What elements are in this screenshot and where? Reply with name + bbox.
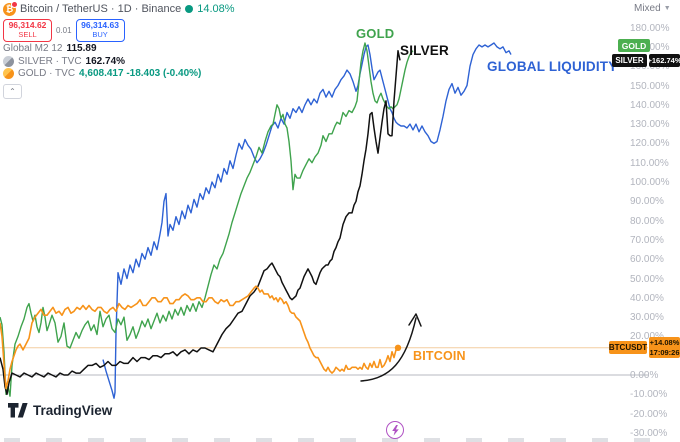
silver-series-label: SILVER: [400, 43, 449, 58]
price-scale-tick: 70.00%: [630, 234, 664, 246]
price-scale-tick: 60.00%: [630, 254, 664, 266]
indicator-value: 162.74%: [85, 55, 126, 67]
price-scale-tick: 140.00%: [630, 99, 670, 111]
series-line-global-liquidity: [102, 42, 512, 399]
price-scale-tick: 80.00%: [630, 215, 664, 227]
series-line-silver: [0, 50, 401, 396]
price-scale-tick: 90.00%: [630, 196, 664, 208]
series-line-bitcoin: [0, 285, 399, 390]
price-scale-tick: 50.00%: [630, 273, 664, 285]
trend-arrow: [360, 313, 422, 382]
market-status-icon: [185, 5, 194, 13]
buy-price: 96,314.63: [81, 20, 119, 31]
tradingview-logo[interactable]: TradingView: [8, 403, 112, 418]
symbol-title: Bitcoin / TetherUS · 1D · Binance: [20, 3, 182, 15]
price-scale-tick: 180.00%: [630, 22, 670, 34]
series-end-dot-bitcoin: [394, 344, 402, 351]
price-scale-tick: 30.00%: [630, 312, 664, 324]
price-scale-tick: 20.00%: [630, 331, 664, 343]
buy-button[interactable]: 96,314.63 BUY: [75, 19, 125, 42]
symbol-change-percent: 14.08%: [197, 3, 235, 15]
gold-series-label: GOLD: [356, 26, 395, 41]
series-line-gold: [0, 42, 414, 397]
sell-label: SELL: [18, 30, 37, 40]
sell-price: 96,314.62: [8, 20, 47, 31]
lightning-icon: [391, 424, 399, 436]
price-scale-tick: -10.00%: [630, 389, 668, 401]
scale-mode-label: Mixed: [634, 3, 661, 14]
spread-value: 0.01: [56, 26, 72, 35]
legend-panel: ₿ Bitcoin / TetherUS · 1D · Binance 14.0…: [3, 0, 235, 99]
price-scale-tick: 110.00%: [630, 157, 669, 169]
price-scale-tick: 0.00%: [630, 370, 659, 381]
silver-scale-badge-name: SILVER: [612, 54, 647, 68]
price-scale-tick: 100.00%: [630, 177, 670, 188]
price-scale-tick: 130.00%: [630, 119, 670, 131]
collapse-legend-button[interactable]: ⌃: [3, 83, 22, 99]
scale-mode-dropdown[interactable]: Mixed ▼: [634, 3, 671, 14]
indicator-row-global-m2[interactable]: Global M2 12 115.89: [3, 43, 235, 55]
tradingview-mark-icon: [8, 403, 28, 418]
price-scale-tick: -30.00%: [630, 427, 668, 439]
btcusdt-scale-badge-name: BTCUSDT: [608, 341, 648, 355]
price-scale-tick: 40.00%: [630, 292, 664, 304]
gold-scale-badge: GOLD: [618, 39, 650, 53]
indicator-name: Global M2 12: [3, 43, 63, 55]
buy-label: BUY: [92, 30, 108, 40]
gold-coin-icon: [3, 68, 14, 80]
silver-coin-icon: [3, 55, 14, 67]
price-scale[interactable]: 180.00%170.00%160.00%150.00%140.00%130.0…: [625, 0, 680, 442]
boost-button[interactable]: [386, 421, 404, 439]
price-scale-tick: 120.00%: [630, 138, 670, 150]
chevron-down-icon: ▼: [663, 5, 671, 12]
indicator-name: SILVER · TVC: [18, 55, 82, 67]
bitcoin-series-label: BITCOIN: [413, 349, 466, 363]
indicator-name: GOLD · TVC: [18, 68, 76, 80]
time-axis-cutoff[interactable]: [4, 438, 674, 442]
symbol-row[interactable]: ₿ Bitcoin / TetherUS · 1D · Binance 14.0…: [3, 0, 235, 16]
indicator-value: 115.89: [66, 43, 97, 55]
price-scale-tick: 150.00%: [630, 80, 670, 92]
silver-scale-badge-value: +162.74%: [647, 54, 680, 68]
sell-button[interactable]: 96,314.62 SELL: [3, 19, 52, 42]
global-liquidity-series-label: GLOBAL LIQUIDITY: [487, 59, 618, 74]
notification-dot: [11, 0, 18, 8]
tradingview-brand-text: TradingView: [33, 403, 113, 418]
indicator-row-silver[interactable]: SILVER · TVC 162.74%: [3, 55, 235, 68]
bitcoin-icon: ₿: [3, 0, 18, 16]
indicator-value: 4,608.417 -18.403 (-0.40%): [79, 68, 202, 80]
chevron-up-icon: ⌃: [9, 86, 16, 96]
indicator-row-gold[interactable]: GOLD · TVC 4,608.417 -18.403 (-0.40%): [3, 68, 235, 80]
price-scale-tick: -20.00%: [630, 408, 668, 420]
btcusdt-scale-badge-value: +14.08% 17:09:26: [649, 337, 680, 359]
trade-panel: 96,314.62 SELL 0.01 96,314.63 BUY: [3, 19, 235, 42]
